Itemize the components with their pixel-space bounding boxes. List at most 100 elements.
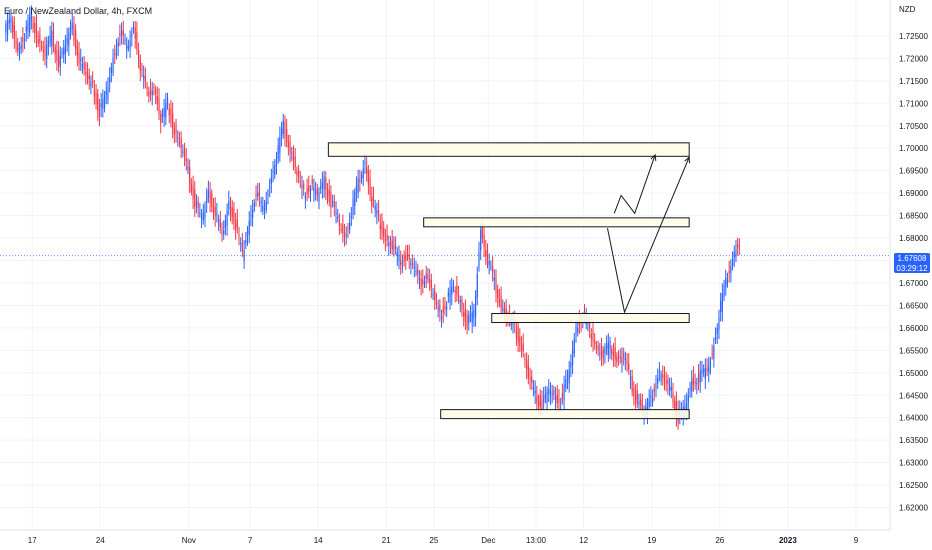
candle-body	[577, 328, 579, 333]
price-tick-label: 1.62500	[899, 481, 928, 490]
candle-body	[316, 188, 318, 196]
candle-body	[66, 37, 68, 44]
candle-body	[381, 220, 383, 234]
candle-body	[554, 396, 557, 400]
candle-body	[248, 221, 250, 235]
candle-body	[655, 384, 657, 388]
candle-body	[343, 232, 346, 237]
candle-body	[640, 399, 642, 406]
candle-body	[704, 368, 706, 380]
candle-body	[495, 277, 497, 293]
candle-body	[699, 370, 701, 383]
candle-body	[51, 30, 53, 46]
candle-body	[388, 243, 390, 246]
candle-body	[386, 234, 388, 241]
candle-body	[212, 206, 215, 212]
candle-body	[474, 296, 477, 317]
candle-body	[236, 219, 238, 228]
candle-body	[199, 212, 201, 214]
candle-body	[711, 353, 713, 356]
candle-body	[321, 181, 324, 189]
candle-body	[40, 46, 43, 48]
candle-body	[733, 252, 735, 258]
candle-body	[687, 395, 689, 403]
candle-body	[600, 346, 603, 356]
candle-body	[214, 207, 216, 217]
candle-body	[153, 87, 155, 89]
candle-body	[69, 27, 72, 34]
candle-body	[71, 22, 73, 29]
supply-demand-zones[interactable]	[327, 142, 690, 420]
candle-body	[721, 293, 723, 312]
candle-body	[291, 152, 293, 154]
candle-body	[621, 357, 623, 363]
time-tick-label: 19	[647, 536, 656, 545]
candle-body	[570, 362, 572, 368]
candle-body	[703, 368, 705, 372]
candle-body	[10, 17, 12, 23]
candle-body	[669, 386, 671, 391]
candle-body	[63, 48, 65, 56]
candle-body	[342, 224, 344, 234]
candle-body	[660, 374, 662, 381]
candle-body	[168, 108, 170, 116]
projection-path[interactable]	[606, 153, 691, 314]
candle-body	[686, 403, 688, 414]
zone-rectangle[interactable]	[327, 142, 690, 157]
candle-body	[233, 208, 235, 224]
candle-body	[294, 156, 296, 168]
candle-body	[560, 401, 562, 403]
candle-body	[486, 251, 489, 265]
candle-body	[469, 313, 472, 317]
candle-body	[446, 306, 448, 310]
candle-body	[497, 289, 499, 299]
candle-body	[173, 128, 175, 135]
candle-body	[326, 190, 329, 196]
candle-body	[115, 48, 118, 56]
candle-body	[127, 46, 129, 48]
candle-body	[565, 379, 567, 389]
candle-body	[645, 407, 647, 410]
time-tick-label: Nov	[182, 536, 196, 545]
candle-body	[122, 30, 124, 36]
candle-body	[189, 167, 191, 184]
candle-body	[415, 270, 417, 273]
candle-body	[47, 40, 49, 46]
candle-body	[92, 81, 94, 83]
candle-body	[444, 305, 446, 310]
projection-line-primary[interactable]	[606, 157, 690, 314]
candle-body	[573, 338, 575, 354]
candle-body	[90, 80, 92, 87]
price-axis[interactable]: NZD 1.72500 1.72000 1.71500 1.71000 1.70500 1.…	[889, 0, 932, 550]
candle-body	[623, 353, 625, 358]
candle-body	[354, 192, 356, 207]
candle-body	[332, 201, 334, 203]
candle-body	[280, 128, 283, 137]
candle-body	[737, 244, 739, 248]
candle-body	[175, 125, 177, 133]
candle-body	[406, 254, 409, 257]
time-tick-label: 12	[579, 536, 588, 545]
zone-rectangle[interactable]	[423, 217, 690, 228]
candle-body	[224, 220, 226, 228]
candle-body	[151, 91, 153, 96]
price-tick-label: 1.71000	[899, 99, 928, 108]
price-tick-label: 1.70000	[899, 144, 928, 153]
zone-rectangle[interactable]	[440, 409, 690, 420]
candle-body	[541, 400, 543, 410]
projection-line-secondary[interactable]	[613, 154, 656, 215]
candle-body	[42, 50, 44, 52]
zone-rectangle[interactable]	[491, 313, 690, 323]
candle-body	[471, 311, 473, 323]
candle-body	[86, 72, 89, 79]
candle-body	[76, 46, 78, 56]
candle-body	[369, 177, 371, 196]
candle-body	[325, 177, 327, 190]
candle-body	[219, 219, 221, 228]
time-axis[interactable]: 17 24 Nov 7 14 21 25 Dec 13:00 12 19 26 2023 9	[0, 529, 932, 550]
grid	[0, 0, 890, 530]
candle-body	[493, 277, 495, 281]
candle-body	[226, 210, 228, 226]
candle-body	[129, 40, 131, 50]
